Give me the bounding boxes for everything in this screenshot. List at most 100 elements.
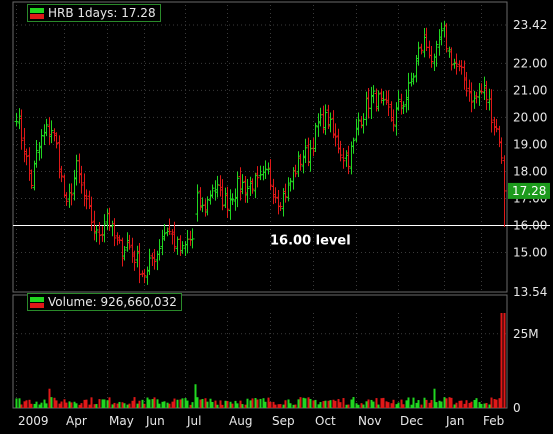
volume-bar xyxy=(153,397,156,408)
volume-bar xyxy=(357,404,360,408)
volume-bar xyxy=(375,398,378,408)
volume-bar xyxy=(70,402,73,408)
volume-bar xyxy=(417,400,420,408)
volume-bar xyxy=(495,399,498,408)
volume-bar xyxy=(292,404,295,408)
x-tick-label: Jul xyxy=(186,414,201,428)
x-tick-label: Jan xyxy=(445,414,465,428)
volume-bar xyxy=(143,403,146,408)
volume-legend: Volume: 926,660,032 xyxy=(27,293,182,311)
x-tick-label: May xyxy=(109,414,134,428)
volume-bar xyxy=(490,397,493,408)
volume-bar xyxy=(314,399,317,408)
volume-bar xyxy=(249,400,252,408)
volume-bar xyxy=(106,400,109,408)
volume-bar xyxy=(201,398,204,408)
volume-bar xyxy=(48,388,51,408)
volume-bar xyxy=(163,401,166,408)
volume-bar xyxy=(433,388,436,408)
volume-bar xyxy=(231,403,234,408)
volume-bar xyxy=(370,399,373,408)
volume-bar xyxy=(45,403,48,408)
volume-bar xyxy=(216,404,219,408)
volume-bar xyxy=(503,313,506,408)
volume-bar xyxy=(397,402,400,408)
volume-bar xyxy=(402,404,405,408)
volume-bar xyxy=(337,399,340,408)
x-tick-label: Dec xyxy=(400,414,423,428)
price-tick-label: 19.00 xyxy=(513,137,547,151)
last-price-badge xyxy=(508,182,550,199)
volume-bar xyxy=(443,397,446,408)
volume-bar xyxy=(277,404,280,408)
volume-bar xyxy=(53,397,56,408)
volume-bar xyxy=(312,400,315,408)
volume-bar xyxy=(15,398,18,408)
up-down-swatch-icon xyxy=(30,296,44,308)
volume-bar xyxy=(50,397,53,408)
volume-bar xyxy=(279,404,282,408)
volume-bar xyxy=(179,399,182,408)
volume-bar xyxy=(380,398,383,408)
volume-bar xyxy=(30,403,33,408)
volume-bar xyxy=(400,399,403,408)
volume-bar xyxy=(299,397,302,408)
volume-bar xyxy=(465,400,468,408)
volume-bar xyxy=(241,404,244,408)
volume-bar xyxy=(355,403,358,408)
volume-bar xyxy=(342,398,345,408)
x-tick-label: Aug xyxy=(229,414,252,428)
volume-bar xyxy=(425,399,428,408)
volume-bar xyxy=(367,399,370,408)
volume-bar xyxy=(420,404,423,408)
volume-bar xyxy=(234,400,237,408)
volume-bar xyxy=(345,404,348,408)
x-tick-label: Nov xyxy=(358,414,381,428)
volume-bar xyxy=(463,403,466,408)
volume-bar xyxy=(194,384,197,408)
volume-bar xyxy=(264,401,267,408)
volume-bar xyxy=(151,399,154,408)
volume-bar xyxy=(206,401,209,408)
volume-bar xyxy=(372,401,375,408)
volume-bar xyxy=(440,401,443,408)
volume-bar xyxy=(284,400,287,408)
price-legend-label: HRB 1days: 17.28 xyxy=(48,6,156,20)
volume-bar xyxy=(256,399,259,408)
volume-bar xyxy=(498,398,501,408)
price-tick-label: 22.00 xyxy=(513,56,547,70)
volume-bar xyxy=(475,398,478,408)
volume-bar xyxy=(108,397,111,408)
volume-legend-label: Volume: 926,660,032 xyxy=(48,295,177,309)
volume-bar xyxy=(55,400,58,408)
volume-bar xyxy=(166,402,169,408)
volume-bar xyxy=(488,404,491,408)
volume-bar xyxy=(405,400,408,408)
volume-bar xyxy=(23,401,26,408)
volume-bar xyxy=(297,399,300,408)
volume-bar xyxy=(236,403,239,408)
volume-bar xyxy=(500,313,503,408)
volume-bar xyxy=(209,398,212,408)
volume-bar xyxy=(309,398,312,408)
volume-bar xyxy=(382,397,385,408)
volume-bar xyxy=(450,397,453,408)
volume-bar xyxy=(38,404,41,408)
volume-bar xyxy=(196,397,199,408)
volume-bar xyxy=(307,397,310,408)
volume-bar xyxy=(141,399,144,408)
volume-bar xyxy=(65,402,68,408)
volume-bar xyxy=(189,404,192,408)
volume-bar xyxy=(126,404,129,408)
volume-bar xyxy=(360,403,363,408)
volume-bar xyxy=(224,400,227,408)
volume-bar xyxy=(267,397,270,408)
volume-bar xyxy=(473,399,476,408)
volume-bar xyxy=(319,402,322,408)
volume-bar xyxy=(121,402,124,408)
volume-bar xyxy=(324,400,327,408)
volume-bar xyxy=(90,397,93,408)
volume-tick-label: 0 xyxy=(513,401,521,415)
volume-bar xyxy=(161,401,164,408)
